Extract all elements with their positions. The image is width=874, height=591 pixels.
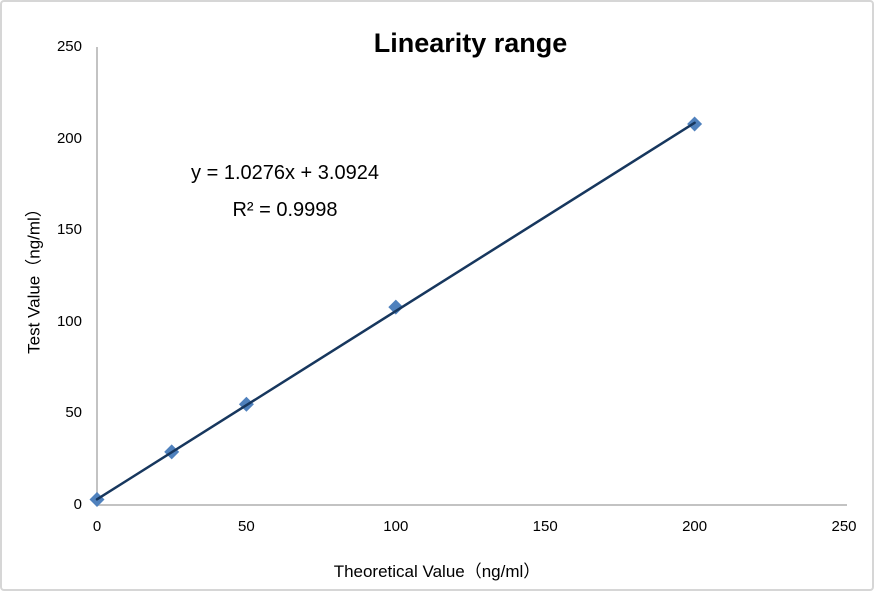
x-axis-title: Theoretical Value（ng/ml）	[333, 562, 541, 581]
trendline-annotation: y = 1.0276x + 3.0924 R² = 0.9998	[135, 155, 435, 229]
y-tick-label: 200	[56, 129, 82, 147]
trendline	[95, 121, 696, 501]
y-tick-label: 0	[73, 496, 82, 513]
data-point-marker	[388, 299, 404, 315]
trendline-equation: y = 1.0276x + 3.0924	[191, 162, 379, 184]
x-tick-label: 100	[383, 518, 409, 535]
y-tick-label: 250	[56, 38, 82, 55]
x-tick-label: 0	[92, 518, 102, 535]
chart-title: Linearity range	[373, 28, 568, 58]
y-tick-label: 50	[65, 404, 82, 422]
x-tick-label: 200	[682, 518, 708, 535]
y-tick-label: 100	[56, 312, 82, 330]
x-tick-label: 250	[831, 518, 857, 535]
y-tick-label: 150	[56, 221, 82, 239]
r-squared-value: R² = 0.9998	[232, 199, 338, 221]
x-tick-label: 150	[532, 518, 558, 535]
x-tick-label: 50	[238, 518, 255, 535]
